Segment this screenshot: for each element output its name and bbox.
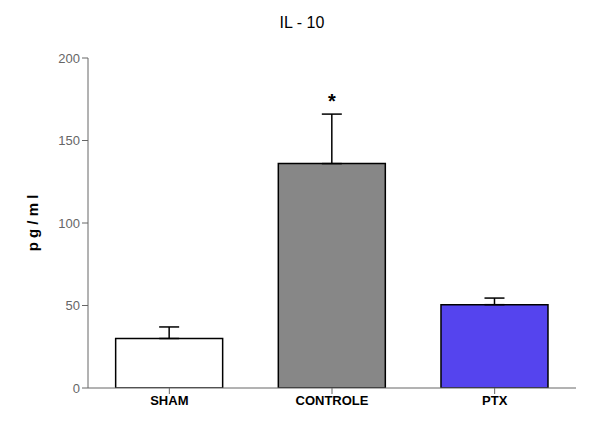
svg-text:*: * — [328, 90, 336, 112]
svg-text:200: 200 — [58, 51, 80, 66]
svg-text:0: 0 — [73, 381, 80, 396]
html-text:IL - 10: IL - 10 — [279, 14, 325, 31]
svg-text:CONTROLE: CONTROLE — [296, 393, 369, 408]
svg-text:p g / m l: p g / m l — [24, 195, 41, 252]
svg-text:50: 50 — [66, 298, 80, 313]
svg-text:SHAM: SHAM — [150, 393, 188, 408]
svg-text:PTX: PTX — [482, 393, 508, 408]
svg-text:150: 150 — [58, 133, 80, 148]
svg-text:100: 100 — [58, 216, 80, 231]
